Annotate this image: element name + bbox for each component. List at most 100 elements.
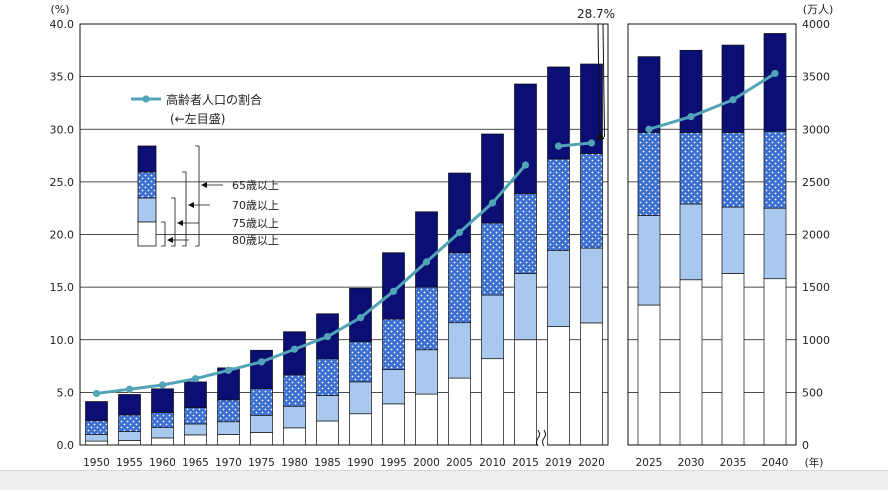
x-tick-label: 2010 — [479, 457, 506, 469]
annotation-label: 28.7% — [577, 7, 615, 21]
ratio-point — [257, 358, 266, 366]
bar-segment — [217, 434, 240, 446]
y-left-tick-label: 0.0 — [57, 439, 75, 452]
bar-segment — [580, 63, 603, 154]
x-tick-label: 1975 — [248, 457, 275, 469]
bar-segment — [349, 413, 372, 446]
annotation-leader — [602, 23, 605, 137]
legend-bracket — [195, 145, 200, 247]
legend-bracket — [182, 171, 187, 247]
x-tick-label: 1950 — [83, 457, 110, 469]
bar-segment — [580, 153, 603, 249]
legend-segment-label: 75歳以上 — [232, 217, 279, 230]
x-tick-label: 1980 — [281, 457, 308, 469]
ratio-point — [455, 228, 464, 236]
ratio-point — [290, 345, 299, 353]
y-left-tick-label: 25.0 — [50, 176, 75, 189]
bar-segment — [481, 133, 504, 224]
bar-segment — [547, 66, 570, 160]
bar-segment — [679, 203, 703, 281]
bar-segment — [415, 393, 438, 446]
legend-line-label: 高齢者人口の割合 — [166, 92, 262, 107]
bar-segment — [448, 172, 471, 254]
bar-segment — [217, 421, 240, 435]
legend-bracket — [161, 221, 166, 247]
legend-arrowhead — [177, 220, 183, 226]
bar-segment — [637, 56, 661, 133]
bar-segment — [151, 388, 174, 413]
bar-segment — [679, 279, 703, 446]
y-left-tick-label: 40.0 — [50, 18, 75, 31]
bar-segment — [151, 427, 174, 439]
bar-segment — [415, 211, 438, 288]
bar-segment — [184, 423, 207, 436]
ratio-point — [521, 161, 530, 169]
bar-segment — [118, 394, 141, 416]
bar-segment — [250, 432, 273, 446]
legend-key-segment — [137, 197, 157, 223]
y-left-tick-label: 5.0 — [57, 386, 75, 399]
y-right-tick-label: 500 — [802, 386, 823, 399]
bar-segment — [763, 278, 787, 446]
y-right-tick-label: 4000 — [802, 18, 830, 31]
bar-segment — [580, 322, 603, 446]
bar-segment — [283, 374, 306, 407]
chart-svg: 0.0 5.0 10.0 15.0 20.0 25.0 30.0 35.0 40.0 (%) 0 50… — [50, 3, 834, 469]
y-right-tick-label: 3000 — [802, 123, 830, 136]
bar-segment — [448, 322, 471, 379]
x-tick-label: 2005 — [446, 457, 473, 469]
y-left-tick-label: 35.0 — [50, 71, 75, 84]
bar-segment — [415, 349, 438, 395]
bar-segment — [637, 132, 661, 216]
legend-line-sublabel: (←左目盛) — [170, 111, 225, 126]
legend-key-segment — [137, 171, 157, 199]
ratio-point — [488, 199, 497, 207]
bar-segment — [316, 395, 339, 422]
ratio-line-historical — [96, 164, 527, 395]
x-tick-label: 1990 — [347, 457, 374, 469]
legend-segment-label: 80歳以上 — [232, 234, 279, 247]
bar-segment — [721, 273, 745, 446]
y-left-unit: (%) — [50, 3, 69, 16]
bar-segment — [721, 132, 745, 208]
bar-segment — [118, 431, 141, 441]
x-tick-label: 2015 — [512, 457, 539, 469]
bar-segment — [514, 339, 537, 446]
x-unit: (年) — [805, 456, 824, 469]
bar-segment — [85, 434, 108, 442]
bar-segment — [250, 349, 273, 389]
bar-segment — [721, 44, 745, 133]
y-right-tick-label: 3500 — [802, 71, 830, 84]
bar-segment — [118, 440, 141, 446]
x-tick-label: 2020 — [578, 457, 605, 469]
x-tick-label: 1960 — [149, 457, 176, 469]
y-right-tick-label: 0 — [802, 439, 809, 452]
plot-frame-left — [79, 23, 609, 446]
bar-segment — [514, 193, 537, 274]
x-tick-label: 2025 — [636, 457, 663, 469]
bar-segment — [151, 437, 174, 446]
bar-segment — [250, 388, 273, 416]
y-right-tick-label: 2500 — [802, 176, 830, 189]
ratio-point — [389, 287, 398, 295]
bar-segment — [448, 377, 471, 446]
bar-segment — [85, 401, 108, 422]
axis-break-mask — [537, 429, 547, 446]
bar-segment — [118, 414, 141, 432]
legend-bracket — [171, 197, 176, 247]
bar-segment — [151, 412, 174, 428]
bar-segment — [382, 252, 405, 320]
ratio-point — [191, 375, 200, 383]
bar-segment — [349, 381, 372, 415]
ratio-point — [771, 69, 779, 78]
bar-segment — [580, 247, 603, 324]
annotation-arrowhead — [595, 131, 605, 141]
ratio-point — [729, 96, 737, 104]
x-tick-label: 2000 — [413, 457, 440, 469]
bar-segment — [85, 440, 108, 446]
bar-segment — [382, 318, 405, 370]
bar-segment — [415, 286, 438, 351]
x-tick-label: 1970 — [215, 457, 242, 469]
bar-segment — [283, 405, 306, 429]
